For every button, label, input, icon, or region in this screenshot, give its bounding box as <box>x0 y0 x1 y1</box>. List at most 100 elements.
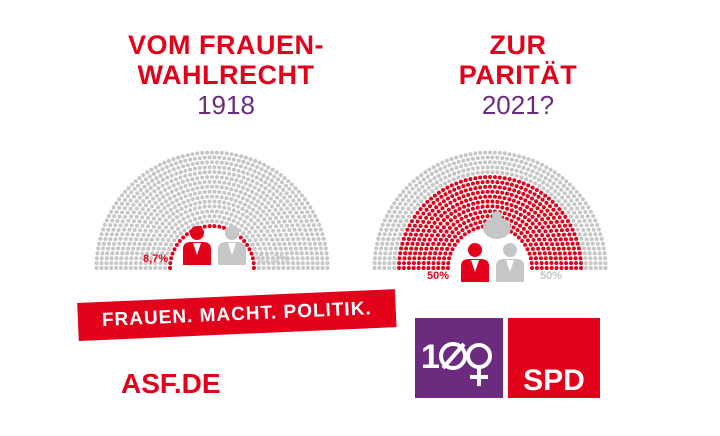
seat-women <box>543 229 548 234</box>
seat-men <box>373 251 378 256</box>
seat-men <box>307 214 312 219</box>
seat-women <box>558 256 563 261</box>
seat-women <box>439 194 444 199</box>
seat-men <box>268 196 273 201</box>
seat-women <box>468 212 473 217</box>
seat-men <box>514 168 519 173</box>
seat-men <box>298 246 303 251</box>
seat-men <box>155 212 160 217</box>
seat-men <box>144 195 149 200</box>
seat-men <box>391 237 396 242</box>
seat-men <box>582 218 587 223</box>
seat-men <box>269 251 274 256</box>
website-link[interactable]: ASF.DE <box>121 368 221 399</box>
seat-women <box>478 185 483 190</box>
seat-men <box>425 174 430 179</box>
seat-women <box>169 256 174 261</box>
seat-men <box>163 233 168 238</box>
seat-men <box>387 256 392 261</box>
seat-women <box>556 246 561 251</box>
seat-women <box>452 187 457 192</box>
seat-men <box>586 205 591 210</box>
seat-men <box>104 218 109 223</box>
seat-men <box>159 202 164 207</box>
seat-women <box>543 256 548 261</box>
seat-women <box>413 251 418 256</box>
seat-men <box>577 210 582 215</box>
seat-women <box>436 190 441 195</box>
seat-men <box>305 261 310 266</box>
seat-women <box>408 232 413 237</box>
seat-men <box>380 222 385 227</box>
seat-men <box>602 251 607 256</box>
seat-men <box>426 185 431 190</box>
seat-men <box>276 228 281 233</box>
seat-men <box>319 251 324 256</box>
seat-men <box>284 232 288 237</box>
seat-women <box>441 233 446 238</box>
seat-women <box>406 261 411 266</box>
seat-women <box>497 175 502 180</box>
seat-men <box>258 246 263 251</box>
seat-men <box>154 176 159 181</box>
seat-men <box>275 189 279 193</box>
seat-men <box>530 169 535 174</box>
seat-men <box>575 227 580 232</box>
seat-men <box>177 202 182 207</box>
seat-women <box>523 187 528 192</box>
seat-men <box>263 169 268 174</box>
seat-men <box>160 237 165 242</box>
seat-women <box>414 246 419 251</box>
seat-men <box>299 210 304 215</box>
seat-women <box>414 232 418 237</box>
seat-men <box>263 205 268 210</box>
seat-men <box>409 194 414 199</box>
seat-men <box>165 175 170 180</box>
seat-women <box>538 202 543 207</box>
seat-men <box>271 185 276 190</box>
seat-men <box>596 246 601 251</box>
seat-men <box>200 220 205 225</box>
seat-women <box>413 223 417 228</box>
seat-women <box>432 256 437 261</box>
seat-men <box>272 174 277 179</box>
woman-icon <box>183 226 211 265</box>
seat-men <box>492 160 497 165</box>
seat-men <box>393 218 398 223</box>
seat-women <box>455 239 460 243</box>
seat-men <box>250 225 255 230</box>
seat-men <box>160 251 165 256</box>
seat-men <box>164 242 168 247</box>
seat-men <box>259 251 264 256</box>
seat-men <box>244 209 249 214</box>
seat-men <box>175 215 179 220</box>
seat-men <box>242 202 247 207</box>
seat-men <box>507 152 512 157</box>
slogan-text: FRAUEN. MACHT. POLITIK. <box>101 298 373 331</box>
seat-men <box>120 251 125 256</box>
seat-men <box>210 184 214 189</box>
seat-men <box>276 266 281 270</box>
seat-men <box>282 195 287 200</box>
seat-men <box>568 190 573 195</box>
seat-women <box>441 261 446 266</box>
seat-men <box>470 171 475 176</box>
seat-men <box>593 218 598 223</box>
seat-men <box>587 251 592 256</box>
seat-men <box>255 210 260 215</box>
seat-men <box>250 163 255 168</box>
seat-men <box>390 241 395 246</box>
right-title-line1: ZUR <box>489 30 547 60</box>
seat-women <box>457 196 462 201</box>
seat-men <box>392 210 397 214</box>
seat-men <box>129 256 134 261</box>
seat-men <box>136 246 141 251</box>
seat-men <box>175 209 180 214</box>
seat-women <box>551 246 556 251</box>
seat-men <box>581 246 586 251</box>
seat-men <box>381 237 386 241</box>
seat-men <box>207 214 212 219</box>
seat-men <box>310 256 315 261</box>
seat-women <box>518 206 523 211</box>
seat-men <box>254 192 259 197</box>
